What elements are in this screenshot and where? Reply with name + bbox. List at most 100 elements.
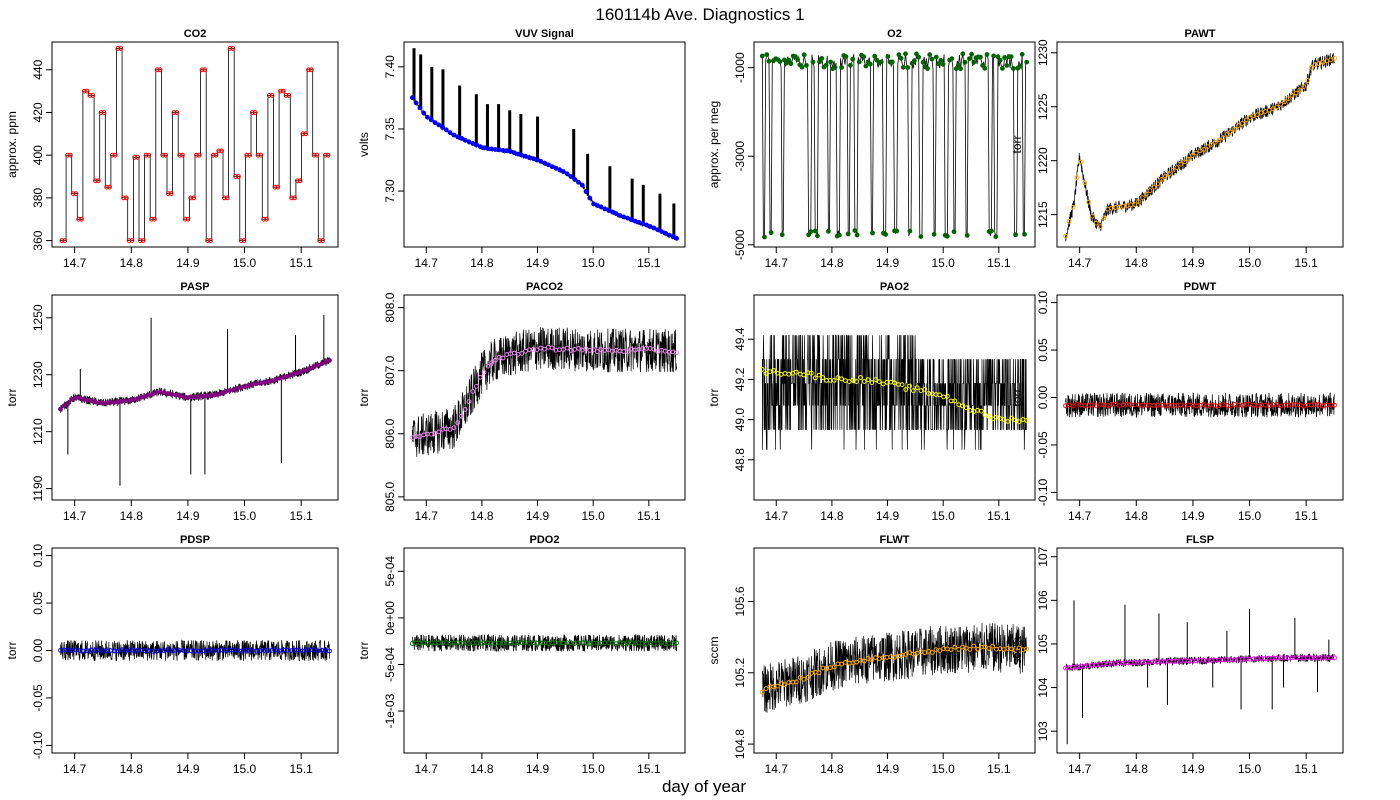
average-point (451, 132, 457, 138)
y-tick-label: 380 (31, 188, 45, 208)
plot-frame (403, 294, 686, 501)
plot-frame (51, 41, 339, 248)
panel-pasp: PASP 14.7 14.8 14.9 15.0 15.1 1190 1210 1230 1250… (5, 281, 339, 523)
average-point (481, 370, 487, 375)
average-point (576, 179, 581, 185)
average-point (960, 403, 965, 409)
average-point (67, 152, 73, 158)
average-point (107, 184, 112, 190)
average-point (280, 88, 286, 94)
x-tick-label: 14.8 (820, 256, 844, 270)
average-point (986, 414, 992, 419)
average-point (863, 63, 869, 69)
average-point (111, 399, 117, 405)
average-point (632, 218, 638, 224)
average-point (266, 93, 272, 98)
x-tick-label: 15.0 (582, 256, 606, 270)
average-point (135, 396, 140, 402)
average-point (647, 224, 653, 229)
average-point (152, 216, 157, 222)
average-point (1009, 415, 1014, 421)
average-point (889, 59, 895, 65)
average-point (296, 370, 302, 376)
average-point (831, 664, 837, 670)
average-point (177, 393, 183, 399)
average-point (470, 389, 476, 394)
y-tick-label: 400 (31, 145, 45, 165)
average-point (799, 64, 805, 70)
plot-area (759, 334, 1030, 450)
average-point (666, 232, 672, 238)
average-point (564, 345, 570, 351)
average-point (788, 61, 794, 67)
average-point (289, 195, 295, 201)
average-point (819, 56, 825, 61)
x-tick-label: 15.0 (932, 762, 956, 776)
y-tick-label: 49.0 (733, 408, 747, 432)
y-tick-label: 1190 (31, 475, 45, 501)
x-tick-label: 14.7 (63, 509, 87, 523)
average-point (805, 675, 811, 680)
average-point (323, 359, 329, 365)
y-tick-label: 1230 (1036, 39, 1050, 66)
average-point (204, 393, 209, 399)
average-point (500, 355, 506, 361)
average-point (327, 648, 332, 654)
average-point (771, 368, 777, 373)
average-point (1270, 402, 1276, 408)
average-point (73, 395, 79, 401)
average-point (591, 201, 596, 207)
average-point (662, 230, 668, 236)
average-point (768, 230, 774, 236)
average-point (806, 232, 811, 238)
average-point (261, 216, 267, 222)
panel-title: PACO2 (526, 281, 563, 293)
average-point (763, 371, 769, 376)
x-tick-label: 15.0 (233, 762, 257, 776)
average-point (1063, 403, 1068, 409)
average-point (636, 219, 642, 225)
x-tick-label: 15.1 (290, 509, 314, 523)
average-point (119, 399, 125, 404)
y-tick-label: 1230 (31, 361, 45, 388)
series-line (761, 334, 1027, 450)
average-point (610, 209, 615, 215)
average-point (527, 155, 532, 161)
average-point (777, 59, 783, 64)
plot-area (759, 622, 1030, 713)
average-point (549, 345, 555, 351)
average-point (211, 392, 217, 398)
average-point (911, 388, 916, 394)
average-point (169, 392, 175, 397)
average-point (993, 234, 999, 240)
average-point (98, 110, 104, 115)
average-point (953, 66, 959, 72)
average-point (595, 349, 600, 355)
average-point (764, 52, 770, 57)
average-point (975, 646, 980, 652)
average-point (1228, 129, 1234, 135)
average-point (938, 58, 944, 63)
average-point (205, 238, 211, 244)
average-point (246, 382, 252, 388)
average-point (659, 229, 664, 235)
average-point (674, 640, 680, 646)
average-point (1101, 215, 1107, 221)
average-point (1220, 135, 1226, 141)
average-point (303, 131, 309, 137)
y-tick-label: 5e-04 (383, 556, 397, 587)
average-point (104, 184, 110, 190)
average-point (519, 351, 525, 356)
average-point (1309, 65, 1314, 70)
average-point (885, 54, 891, 59)
average-point (1232, 126, 1237, 132)
average-point (90, 93, 96, 98)
y-tick-label: -1e-03 (383, 693, 397, 728)
plot-frame (753, 294, 1036, 501)
average-point (1097, 224, 1103, 230)
average-point (150, 391, 156, 397)
plot-area (58, 639, 332, 662)
x-tick-label: 14.8 (120, 762, 144, 776)
average-point (982, 412, 988, 418)
average-point (1316, 61, 1322, 66)
